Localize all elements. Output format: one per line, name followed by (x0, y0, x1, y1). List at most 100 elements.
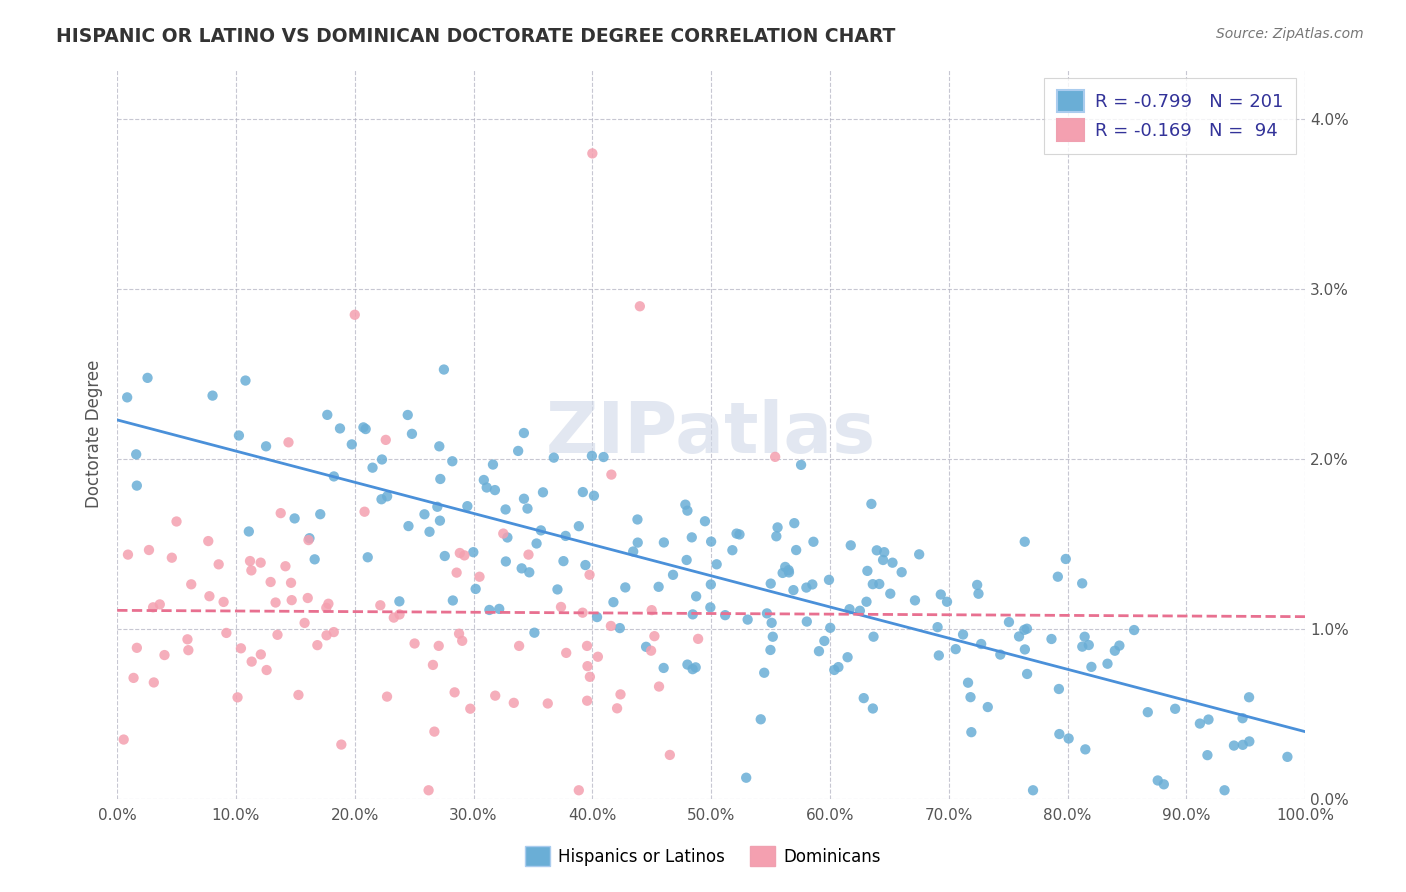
Point (112, 732, 135, 747)
Point (706, 558, 728, 572)
Point (1153, 777, 1175, 791)
Point (125, 478, 148, 492)
Point (762, 630, 785, 644)
Point (475, 481, 498, 495)
Point (872, 553, 894, 567)
Point (543, 450, 565, 465)
Point (1123, 623, 1146, 637)
Point (693, 514, 716, 528)
Point (862, 630, 884, 644)
Point (546, 582, 568, 597)
Point (256, 663, 278, 677)
Point (513, 425, 536, 440)
Point (928, 648, 950, 663)
Text: Source: ZipAtlas.com: Source: ZipAtlas.com (1216, 27, 1364, 41)
Point (988, 648, 1011, 662)
Point (537, 697, 560, 711)
Point (441, 454, 464, 468)
Point (773, 560, 796, 574)
Point (530, 524, 553, 538)
Point (1164, 702, 1187, 716)
Point (375, 489, 398, 503)
Point (488, 602, 510, 616)
Point (599, 619, 621, 633)
Point (456, 499, 478, 513)
Point (827, 660, 849, 674)
Point (502, 696, 524, 710)
Point (688, 632, 710, 646)
Point (240, 655, 263, 669)
Point (153, 648, 176, 662)
Point (1136, 705, 1159, 719)
Point (297, 533, 319, 547)
Point (796, 615, 818, 629)
Point (404, 636, 426, 650)
Point (849, 604, 872, 618)
Point (602, 595, 624, 609)
Point (423, 724, 446, 739)
Point (728, 527, 751, 541)
Point (254, 439, 277, 453)
Point (761, 615, 783, 630)
Point (855, 595, 877, 609)
Point (755, 607, 778, 621)
Point (1213, 783, 1236, 797)
Point (1071, 640, 1094, 654)
Point (517, 548, 540, 562)
Point (1047, 681, 1070, 696)
Point (298, 531, 321, 545)
Point (484, 689, 506, 703)
Point (433, 362, 456, 376)
Point (554, 529, 576, 543)
Point (1237, 690, 1260, 705)
Point (451, 633, 474, 648)
Point (576, 639, 599, 653)
Point (685, 660, 707, 674)
Point (382, 610, 405, 624)
Point (866, 543, 889, 558)
Point (429, 472, 451, 486)
Point (1198, 713, 1220, 727)
Point (215, 626, 238, 640)
Point (304, 552, 326, 566)
Point (1046, 570, 1069, 584)
Point (270, 506, 292, 520)
Point (1108, 639, 1130, 653)
Point (600, 467, 623, 482)
Point (1071, 576, 1094, 591)
Point (970, 637, 993, 651)
Point (443, 685, 465, 699)
Point (574, 558, 596, 572)
Point (177, 643, 200, 657)
Point (1017, 667, 1039, 681)
Point (418, 783, 440, 797)
Point (1014, 534, 1036, 549)
Point (315, 600, 337, 615)
Point (1014, 642, 1036, 657)
Point (658, 747, 681, 762)
Point (1080, 660, 1102, 674)
Point (772, 566, 794, 580)
Point (160, 550, 183, 565)
Point (796, 581, 818, 595)
Point (1239, 734, 1261, 748)
Point (1232, 711, 1254, 725)
Point (449, 626, 471, 640)
Point (957, 675, 980, 690)
Point (492, 526, 515, 541)
Point (122, 671, 145, 685)
Point (765, 529, 787, 543)
Point (737, 613, 759, 627)
Point (609, 621, 631, 635)
Point (568, 783, 591, 797)
Point (401, 426, 423, 441)
Point (398, 519, 420, 533)
Point (208, 558, 231, 572)
Point (1077, 638, 1099, 652)
Point (685, 590, 707, 604)
Point (818, 621, 841, 635)
Y-axis label: Doctorate Degree: Doctorate Degree (86, 359, 103, 508)
Point (890, 565, 912, 579)
Point (277, 435, 299, 450)
Point (783, 516, 806, 531)
